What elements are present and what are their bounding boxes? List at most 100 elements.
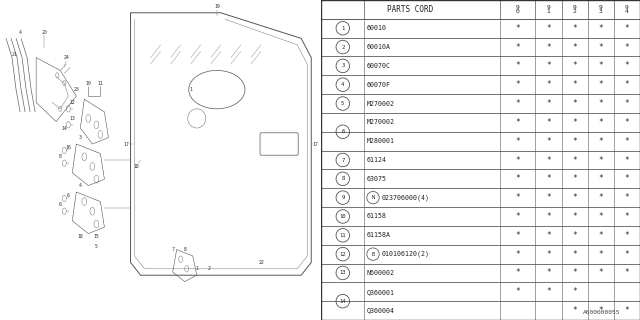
Text: *: * bbox=[572, 156, 577, 164]
Text: *: * bbox=[625, 231, 629, 240]
Text: N600002: N600002 bbox=[367, 270, 395, 276]
Text: *: * bbox=[625, 268, 629, 277]
Text: *: * bbox=[625, 80, 629, 89]
Text: *: * bbox=[572, 61, 577, 70]
Text: 13: 13 bbox=[69, 116, 75, 121]
Text: *: * bbox=[598, 174, 603, 183]
Text: *: * bbox=[515, 99, 520, 108]
Text: 18: 18 bbox=[77, 234, 83, 239]
Text: 7: 7 bbox=[172, 247, 174, 252]
Text: *: * bbox=[515, 118, 520, 127]
Text: 15: 15 bbox=[93, 234, 99, 239]
Text: *: * bbox=[515, 80, 520, 89]
Text: *: * bbox=[572, 287, 577, 296]
Text: 10: 10 bbox=[340, 214, 346, 219]
Text: 60070F: 60070F bbox=[367, 82, 391, 88]
Text: *: * bbox=[625, 156, 629, 164]
Text: *: * bbox=[598, 80, 603, 89]
Text: *: * bbox=[598, 43, 603, 52]
Text: *: * bbox=[546, 268, 551, 277]
Text: *: * bbox=[625, 306, 629, 315]
Text: 10: 10 bbox=[86, 81, 92, 86]
Text: 1: 1 bbox=[341, 26, 344, 31]
Text: *: * bbox=[515, 250, 520, 259]
Text: 4: 4 bbox=[341, 82, 344, 87]
Text: 010106120(2): 010106120(2) bbox=[382, 251, 430, 257]
Text: 18: 18 bbox=[134, 164, 140, 169]
Text: 22: 22 bbox=[258, 260, 264, 265]
Text: 61158: 61158 bbox=[367, 213, 387, 220]
Text: 11: 11 bbox=[340, 233, 346, 238]
Text: 60010A: 60010A bbox=[367, 44, 391, 50]
Text: M270002: M270002 bbox=[367, 100, 395, 107]
Text: *: * bbox=[598, 306, 603, 315]
Text: *: * bbox=[625, 118, 629, 127]
Text: 11: 11 bbox=[97, 81, 103, 86]
Text: PARTS CORD: PARTS CORD bbox=[387, 5, 434, 14]
Text: *: * bbox=[546, 287, 551, 296]
Text: *: * bbox=[572, 24, 577, 33]
Text: *: * bbox=[598, 61, 603, 70]
Text: *: * bbox=[546, 118, 551, 127]
Text: 023706000(4): 023706000(4) bbox=[382, 194, 430, 201]
Text: 9
2: 9 2 bbox=[573, 4, 577, 14]
Text: *: * bbox=[572, 193, 577, 202]
Text: 63075: 63075 bbox=[367, 176, 387, 182]
Text: M280001: M280001 bbox=[367, 138, 395, 144]
Text: *: * bbox=[598, 212, 603, 221]
Text: *: * bbox=[625, 250, 629, 259]
Text: *: * bbox=[546, 137, 551, 146]
Text: 3: 3 bbox=[79, 135, 82, 140]
Text: *: * bbox=[515, 174, 520, 183]
Text: *: * bbox=[572, 99, 577, 108]
Text: *: * bbox=[598, 99, 603, 108]
Text: 5: 5 bbox=[341, 101, 344, 106]
Text: 2: 2 bbox=[341, 44, 344, 50]
Text: *: * bbox=[546, 99, 551, 108]
Text: 24: 24 bbox=[63, 55, 69, 60]
Text: 12: 12 bbox=[340, 252, 346, 257]
Text: *: * bbox=[625, 174, 629, 183]
Text: *: * bbox=[546, 80, 551, 89]
Text: *: * bbox=[572, 80, 577, 89]
Text: *: * bbox=[598, 118, 603, 127]
Text: *: * bbox=[515, 287, 520, 296]
Text: 61124: 61124 bbox=[367, 157, 387, 163]
Text: 21: 21 bbox=[11, 52, 17, 57]
Text: *: * bbox=[598, 231, 603, 240]
Text: 4: 4 bbox=[19, 29, 22, 35]
Text: 19: 19 bbox=[214, 4, 220, 9]
Text: *: * bbox=[515, 212, 520, 221]
Text: *: * bbox=[625, 212, 629, 221]
Text: 23: 23 bbox=[74, 87, 79, 92]
Text: 9
3: 9 3 bbox=[599, 4, 603, 14]
Text: 8: 8 bbox=[59, 154, 61, 159]
Text: 8: 8 bbox=[183, 247, 186, 252]
Text: 5: 5 bbox=[95, 244, 98, 249]
Text: *: * bbox=[546, 193, 551, 202]
Text: 9
1: 9 1 bbox=[547, 4, 550, 14]
Text: 6: 6 bbox=[67, 193, 70, 198]
Text: *: * bbox=[572, 250, 577, 259]
Text: *: * bbox=[515, 268, 520, 277]
Text: *: * bbox=[598, 268, 603, 277]
Text: *: * bbox=[572, 43, 577, 52]
Text: *: * bbox=[572, 174, 577, 183]
Text: *: * bbox=[625, 193, 629, 202]
Text: *: * bbox=[515, 193, 520, 202]
Text: *: * bbox=[515, 231, 520, 240]
Text: 9
0: 9 0 bbox=[516, 4, 520, 14]
Text: *: * bbox=[598, 24, 603, 33]
Text: *: * bbox=[515, 137, 520, 146]
Text: *: * bbox=[515, 156, 520, 164]
Text: *: * bbox=[546, 24, 551, 33]
Text: 61158A: 61158A bbox=[367, 232, 391, 238]
Text: *: * bbox=[572, 118, 577, 127]
Text: N: N bbox=[371, 195, 374, 200]
Text: *: * bbox=[625, 43, 629, 52]
Text: *: * bbox=[598, 193, 603, 202]
Text: *: * bbox=[546, 231, 551, 240]
Text: 14: 14 bbox=[340, 299, 346, 304]
Text: 13: 13 bbox=[340, 270, 346, 276]
Text: 16: 16 bbox=[65, 145, 71, 150]
